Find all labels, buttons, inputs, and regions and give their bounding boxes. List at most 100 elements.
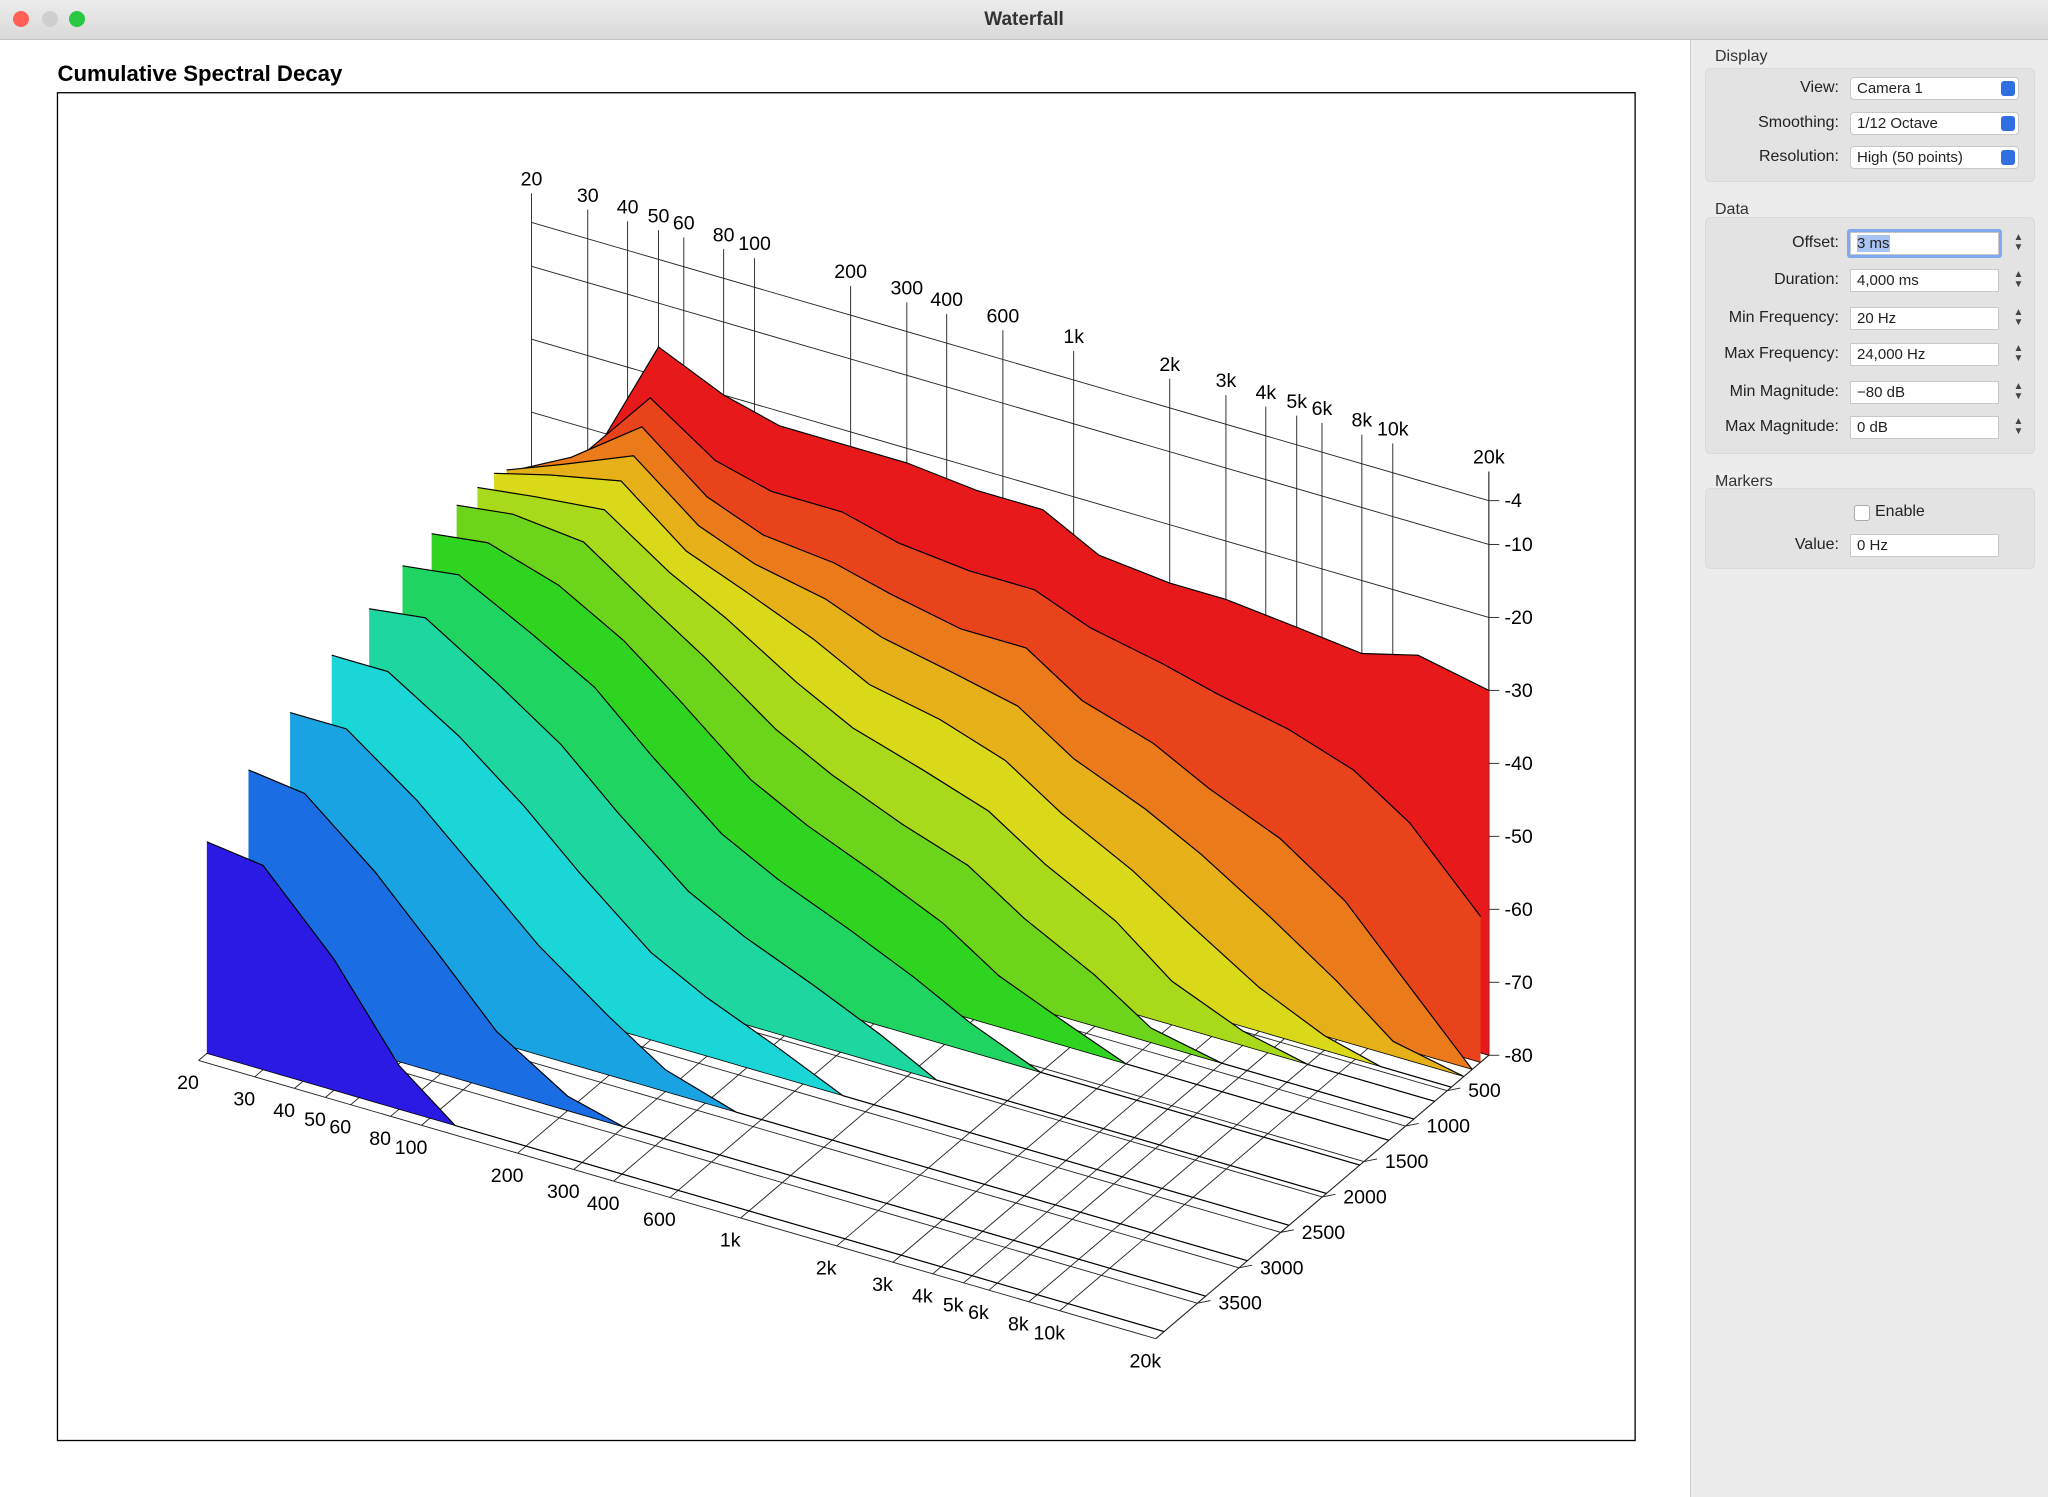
- stepper[interactable]: ▲ ▼: [2013, 416, 2024, 437]
- x-tick-label: 6k: [968, 1302, 989, 1324]
- field-label: Resolution:: [1758, 148, 1839, 165]
- slice-fill: [290, 712, 1248, 1261]
- section-box: [1705, 217, 2035, 454]
- x-tick-label: 8k: [1008, 1313, 1029, 1335]
- slice-fill: [456, 505, 1414, 1120]
- z-tick-mark: [1322, 1193, 1336, 1198]
- dropdown-arrow: [2001, 150, 2015, 165]
- z-tick-mark: [1197, 1300, 1211, 1304]
- x-tick-label: 20: [177, 1072, 199, 1094]
- x-tick-label: 300: [547, 1181, 580, 1203]
- stepper[interactable]: ▲ ▼: [2013, 232, 2024, 253]
- z-tick-label: 3500: [1218, 1293, 1262, 1315]
- stepper[interactable]: ▲ ▼: [2013, 307, 2024, 328]
- x-tick-label: 1k: [1063, 326, 1084, 348]
- text-field[interactable]: 0 Hz: [1850, 534, 1999, 557]
- field-value: 1/12 Octave: [1857, 115, 1938, 132]
- y-tick-label: -10: [1505, 534, 1533, 556]
- checkbox[interactable]: [1854, 505, 1870, 521]
- x-tick-label: 2k: [816, 1258, 837, 1280]
- slice-outline: [494, 472, 1452, 1088]
- checkbox-label: Enable: [1875, 503, 1925, 520]
- z-tick-label: 2500: [1302, 1222, 1346, 1244]
- x-tick-label: 4k: [912, 1286, 933, 1308]
- y-tick-label: -80: [1505, 1045, 1533, 1067]
- field-value: Camera 1: [1857, 80, 1923, 97]
- text-field[interactable]: 0 dB: [1850, 416, 1999, 439]
- x-tick-label: 5k: [1286, 391, 1307, 413]
- text-field[interactable]: 3 ms: [1850, 232, 1999, 255]
- x-tick-label: 1k: [720, 1230, 741, 1252]
- back-grid-line: [531, 265, 1489, 545]
- dropdown[interactable]: Camera 1: [1850, 77, 2019, 100]
- y-tick-label: -40: [1505, 753, 1533, 775]
- zoom-button[interactable]: [69, 11, 85, 27]
- slice-fill: [477, 487, 1435, 1102]
- z-tick-mark: [1363, 1158, 1378, 1162]
- field-label: Offset:: [1792, 234, 1839, 251]
- section-heading: Markers: [1715, 473, 1773, 490]
- slice-outline: [531, 346, 1490, 691]
- slice-outline: [523, 397, 1481, 917]
- stepper[interactable]: ▲ ▼: [2013, 343, 2024, 364]
- x-tick-label: 40: [273, 1100, 295, 1122]
- z-tick-label: 1000: [1426, 1116, 1470, 1138]
- field-value: 20 Hz: [1857, 310, 1897, 327]
- text-field[interactable]: 24,000 Hz: [1850, 343, 1999, 366]
- y-tick-label: -50: [1505, 826, 1533, 848]
- field-label: Smoothing:: [1758, 114, 1839, 131]
- x-tick-label: 80: [369, 1128, 391, 1150]
- x-tick-label: 5k: [943, 1295, 964, 1317]
- x-tick-label: 2k: [1159, 354, 1180, 376]
- minimize-button[interactable]: [42, 11, 58, 27]
- text-field[interactable]: 4,000 ms: [1850, 269, 1999, 292]
- x-tick-label: 400: [587, 1193, 620, 1215]
- z-tick-mark: [1447, 1087, 1461, 1092]
- x-tick-label: 20k: [1130, 1350, 1162, 1372]
- text-field[interactable]: −80 dB: [1850, 381, 1999, 404]
- field-label: Max Magnitude:: [1725, 418, 1839, 435]
- field-value: 4,000 ms: [1857, 272, 1919, 289]
- slice-edge: [248, 1017, 1206, 1297]
- x-tick-label: 20k: [1473, 447, 1505, 469]
- x-tick-label: 6k: [1312, 398, 1333, 420]
- y-tick-label: -70: [1505, 972, 1533, 994]
- field-label: Duration:: [1774, 271, 1839, 288]
- z-tick-label: 2000: [1343, 1186, 1387, 1208]
- text-field[interactable]: 20 Hz: [1850, 307, 1999, 330]
- x-tick-label: 20: [521, 168, 543, 190]
- x-tick-label: 50: [648, 205, 670, 227]
- x-tick-label: 600: [987, 305, 1020, 327]
- x-tick-label: 30: [233, 1089, 255, 1111]
- dropdown[interactable]: 1/12 Octave: [1850, 112, 2019, 135]
- back-grid-line: [531, 222, 1489, 502]
- x-tick-label: 200: [491, 1165, 524, 1187]
- field-value: 24,000 Hz: [1857, 346, 1926, 363]
- field-label: View:: [1800, 79, 1839, 96]
- x-tick-label: 30: [577, 185, 599, 207]
- stepper[interactable]: ▲ ▼: [2013, 269, 2024, 290]
- slice-outline: [477, 486, 1435, 1102]
- window-title: Waterfall: [984, 9, 1064, 30]
- slice-fill: [248, 769, 1206, 1297]
- x-tick-label: 60: [329, 1116, 351, 1138]
- close-button[interactable]: [13, 11, 29, 27]
- x-tick-label: 80: [713, 224, 735, 246]
- section-heading: Data: [1715, 201, 1749, 218]
- chart-title: Cumulative Spectral Decay: [57, 61, 343, 86]
- x-tick-label: 4k: [1255, 382, 1276, 404]
- x-tick-label: 60: [673, 213, 695, 235]
- z-tick-label: 1500: [1385, 1151, 1429, 1173]
- field-label: Value:: [1794, 536, 1839, 553]
- dropdown[interactable]: High (50 points): [1850, 146, 2019, 169]
- z-axis-line: [1155, 1054, 1490, 1339]
- x-tick-label: 200: [834, 261, 867, 283]
- dropdown-arrow: [2001, 116, 2015, 131]
- slice-edge: [206, 1053, 1165, 1332]
- y-tick-label: -30: [1505, 680, 1533, 702]
- stepper[interactable]: ▲ ▼: [2013, 381, 2024, 402]
- x-tick-label: 3k: [872, 1274, 893, 1296]
- x-tick-label: 100: [395, 1137, 428, 1159]
- x-axis-line: [198, 1060, 1156, 1340]
